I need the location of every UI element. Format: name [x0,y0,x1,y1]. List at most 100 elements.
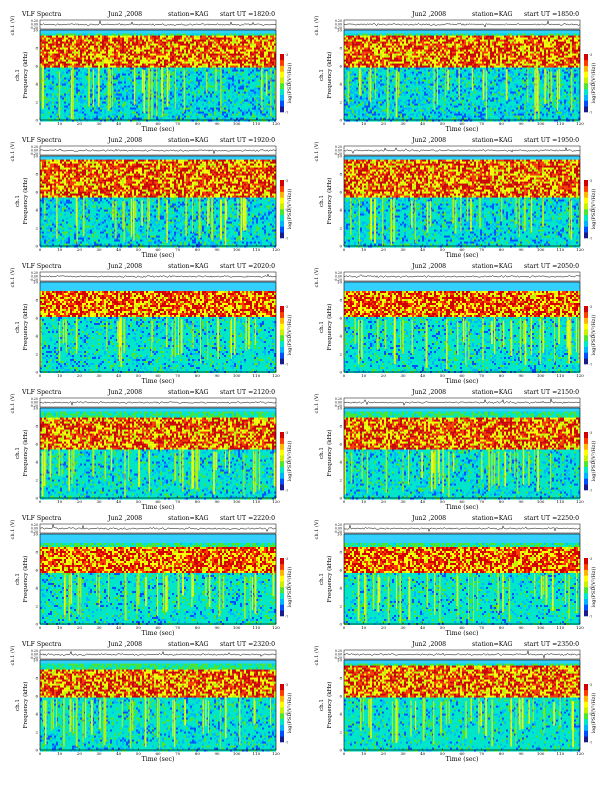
colorbar-swatch [584,587,588,593]
panel-date: Jun2 ,2008 [107,137,142,144]
spectrogram-panel: VLF Spectra Jun2 ,2008 station=KAG start UT… [8,638,290,764]
x-tick-label: 20 [77,499,83,504]
waveform-axis-label: ch.1 (V) [9,646,16,666]
y-tick-label: 6 [339,568,342,573]
spectrogram-svg: VLF Spectra Jun2 ,2008 station=KAG start UT… [8,134,290,260]
x-axis-label: Time (sec) [142,252,175,259]
channel-label: ch.1 [319,699,325,711]
x-tick-label: 20 [381,751,387,756]
x-tick-label: 70 [479,751,485,756]
y-tick-label: 2 [35,226,38,231]
colorbar-swatch [584,186,588,192]
colorbar-swatch [584,690,588,696]
y-tick-label: 4 [35,586,38,591]
colorbar-label: log(PSD(V²/Hz)) [286,63,293,104]
colorbar-swatch [280,66,284,72]
y-tick-label: 4 [35,208,38,213]
colorbar-swatch [280,323,284,329]
x-tick-label: 120 [272,499,280,504]
x-tick-label: 30 [96,751,102,756]
panel-date: Jun2 ,2008 [107,389,142,396]
x-tick-label: 20 [381,247,387,252]
colorbar-swatch [280,570,284,576]
x-tick-label: 90 [214,247,220,252]
y-tick-label: 2 [339,100,342,105]
colorbar-tick-label: -7 [589,111,592,115]
y-tick-label: 8 [339,46,342,51]
channel-label: ch.1 [319,69,325,81]
colorbar-swatch [584,438,588,444]
colorbar-swatch [280,736,284,742]
waveform-axis-label: ch.1 (V) [313,394,320,414]
colorbar-swatch [280,484,284,490]
x-tick-label: 70 [479,373,485,378]
y-tick-label: 6 [35,190,38,195]
x-tick-label: 100 [537,373,545,378]
colorbar-swatch [280,60,284,66]
waveform-axis-label: ch.1 (V) [313,268,320,288]
colorbar-swatch [280,83,284,89]
x-tick-label: 30 [96,499,102,504]
panel-title: VLF Spectra [21,11,62,18]
x-tick-label: 90 [214,121,220,126]
colorbar-swatch [584,312,588,318]
y-axis-label: Frequency (kHz) [326,682,333,729]
x-tick-label: 10 [57,625,63,630]
colorbar-tick-label: -7 [589,363,592,367]
colorbar-swatch [584,83,588,89]
spectrogram-top-band [40,660,276,664]
panel-date: Jun2 ,2008 [107,263,142,270]
x-tick-label: 120 [576,247,584,252]
x-tick-label: 50 [136,625,142,630]
x-tick-label: 50 [440,499,446,504]
panel-station: station=KAG [168,263,209,270]
colorbar-swatch [280,684,284,690]
colorbar-swatch [280,71,284,77]
spectrogram-svg: VLF Spectra Jun2 ,2008 station=KAG start UT… [8,386,290,512]
colorbar-swatch [280,719,284,725]
colorbar-swatch [584,730,588,736]
spectrogram-panel: VLF Spectra Jun2 ,2008 station=KAG start UT… [8,260,290,386]
colorbar-swatch [584,444,588,450]
panel-station: station=KAG [472,641,513,648]
colorbar-swatch [280,696,284,702]
channel-label: ch.1 [15,699,21,711]
colorbar-swatch [584,335,588,341]
x-tick-label: 50 [136,499,142,504]
colorbar-swatch [584,352,588,358]
x-tick-label: 100 [233,121,241,126]
colorbar-swatch [280,100,284,106]
colorbar-swatch [584,54,588,60]
x-tick-label: 10 [361,625,367,630]
colorbar-swatch [280,180,284,186]
spectrogram-panel: VLF Spectra Jun2 ,2008 station=KAG start UT… [8,8,290,134]
spectrogram-cells [344,291,580,373]
x-tick-label: 0 [343,625,346,630]
colorbar-tick-label: -7 [589,741,592,745]
colorbar-swatch [280,467,284,473]
y-tick-label: 4 [339,82,342,87]
colorbar-label: log(PSD(V²/Hz)) [590,567,597,608]
spectrogram-top-band [40,282,276,291]
colorbar-swatch [280,318,284,324]
x-tick-label: 90 [518,247,524,252]
x-tick-label: 120 [576,499,584,504]
colorbar-swatch [584,95,588,101]
x-tick-label: 50 [136,121,142,126]
spectrogram-panel: Jun2 ,2008 station=KAG start UT =2350:0 0.2… [312,638,594,764]
x-tick-label: 70 [175,751,181,756]
x-tick-label: 90 [214,499,220,504]
y-axis-label: Frequency (kHz) [22,556,29,603]
waveform-axis-label: ch.1 (V) [313,16,320,36]
x-tick-label: 30 [400,373,406,378]
spectrogram-top-band [40,408,276,412]
colorbar-swatch [280,564,284,570]
x-tick-label: 70 [175,625,181,630]
x-tick-label: 20 [77,247,83,252]
x-tick-label: 110 [253,625,261,630]
colorbar-swatch [584,570,588,576]
x-tick-label: 100 [537,499,545,504]
spectrogram-panel: VLF Spectra Jun2 ,2008 station=KAG start UT… [8,386,290,512]
panel-date: Jun2 ,2008 [411,515,446,522]
spectrogram-svg: Jun2 ,2008 station=KAG start UT =2150:00.2… [312,386,594,512]
